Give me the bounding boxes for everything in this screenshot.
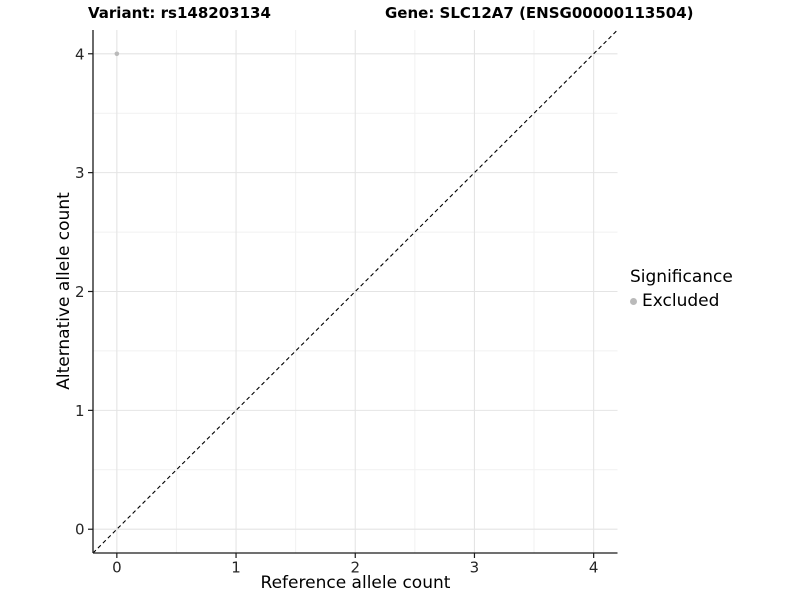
y-tick-label: 2 bbox=[75, 283, 85, 301]
y-tick-label: 4 bbox=[75, 45, 85, 63]
legend: Significance Excluded bbox=[630, 267, 733, 311]
identity-line bbox=[92, 29, 618, 554]
x-tick-label: 1 bbox=[231, 559, 241, 577]
x-axis-title: Reference allele count bbox=[260, 573, 451, 593]
legend-key-dot-icon bbox=[630, 297, 637, 305]
y-tick-label: 3 bbox=[75, 164, 85, 182]
x-tick-label: 2 bbox=[350, 559, 360, 577]
legend-item-label: Excluded bbox=[642, 291, 720, 311]
y-tick-label: 0 bbox=[75, 521, 85, 539]
x-tick-label: 3 bbox=[470, 559, 480, 577]
plot-title-variant: Variant: rs148203134 bbox=[88, 4, 271, 22]
x-tick-label: 4 bbox=[589, 559, 599, 577]
y-tick-label: 1 bbox=[75, 402, 85, 420]
data-point bbox=[114, 51, 120, 57]
y-axis-title: Alternative allele count bbox=[54, 192, 74, 390]
legend-item-excluded: Excluded bbox=[630, 291, 733, 311]
plot-title-gene: Gene: SLC12A7 (ENSG00000113504) bbox=[385, 4, 694, 22]
legend-title: Significance bbox=[630, 267, 733, 287]
x-tick-label: 0 bbox=[112, 559, 122, 577]
